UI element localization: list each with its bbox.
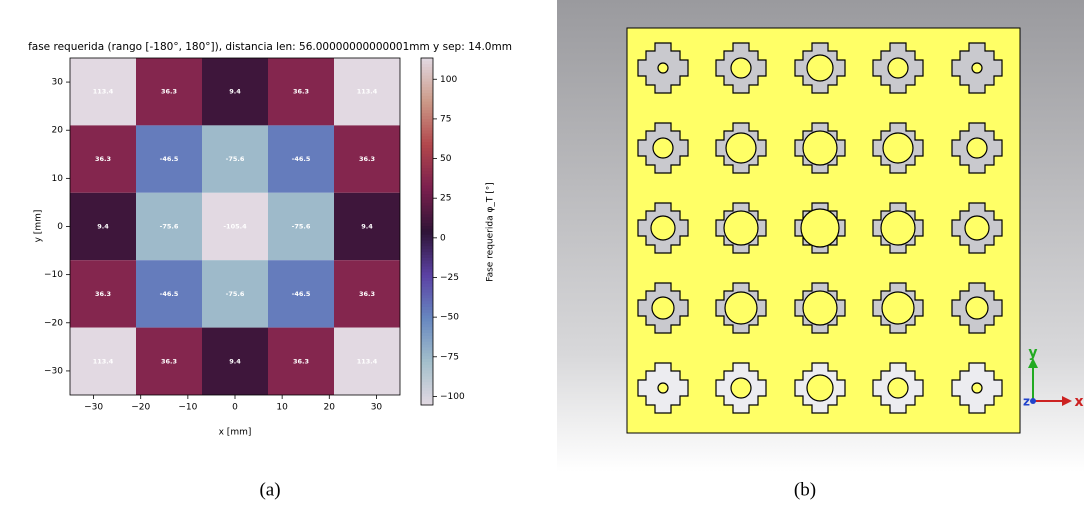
cell-label: -105.4 (223, 223, 247, 231)
z-axis-name: z (1023, 395, 1030, 409)
y-tick-label: −30 (44, 366, 63, 376)
chart-title: fase requerida (rango [-180°, 180°]), di… (28, 41, 512, 53)
aperture (803, 291, 837, 325)
y-tick-label: 20 (52, 126, 64, 136)
cell-label: -46.5 (160, 155, 179, 163)
colorbar-tick-label: 0 (440, 233, 446, 243)
colorbar-tick-label: −25 (440, 273, 459, 283)
cell-label: 113.4 (93, 88, 114, 96)
colorbar-tick-label: 75 (440, 114, 451, 124)
aperture (807, 55, 833, 81)
x-tick-label: 20 (324, 403, 336, 413)
cell-label: -46.5 (292, 155, 311, 163)
colorbar-tick-label: −50 (440, 313, 459, 323)
aperture (724, 211, 758, 245)
cell-label: 9.4 (97, 223, 109, 231)
cell-label: 9.4 (229, 357, 241, 365)
aperture (801, 209, 839, 247)
aperture (803, 131, 837, 165)
aperture (658, 63, 668, 73)
cell-label: 36.3 (161, 88, 177, 96)
colorbar-tick-label: 25 (440, 194, 451, 204)
aperture (651, 216, 675, 240)
cell-label: 9.4 (361, 223, 373, 231)
x-axis-name: x (1074, 394, 1083, 410)
y-tick-label: −20 (44, 318, 63, 328)
cell-label: -75.6 (226, 155, 245, 163)
colorbar-tick-label: −100 (440, 392, 465, 402)
y-axis-name: y (1028, 345, 1037, 361)
aperture (965, 216, 989, 240)
x-tick-label: −10 (178, 403, 197, 413)
cell-label: 113.4 (93, 357, 114, 365)
caption: (b) (794, 479, 816, 500)
aperture (725, 292, 757, 324)
aperture (967, 138, 987, 158)
x-tick-label: 10 (276, 403, 288, 413)
cell-label: 36.3 (293, 357, 309, 365)
aperture (888, 58, 908, 78)
aperture (807, 375, 833, 401)
cell-label: -75.6 (160, 223, 179, 231)
x-tick-label: −20 (131, 403, 150, 413)
cell-label: -75.6 (292, 223, 311, 231)
colorbar-tick-label: −75 (440, 352, 459, 362)
aperture (883, 133, 913, 163)
y-tick-label: 10 (52, 174, 64, 184)
aperture (972, 63, 982, 73)
cad-view (557, 0, 1084, 472)
x-tick-label: 30 (371, 403, 383, 413)
aperture (972, 383, 982, 393)
aperture (731, 58, 751, 78)
x-tick-label: −30 (84, 403, 103, 413)
aperture (966, 297, 988, 319)
cell-label: 9.4 (229, 88, 241, 96)
colorbar-label: Fase requerida φ_T [°] (486, 182, 496, 282)
colorbar-tick-label: 50 (440, 154, 452, 164)
aperture (731, 378, 751, 398)
aperture (881, 211, 915, 245)
aperture (653, 138, 673, 158)
aperture (726, 133, 756, 163)
aperture (652, 297, 674, 319)
y-tick-label: 0 (57, 222, 63, 232)
caption: (a) (259, 479, 280, 500)
y-tick-label: −10 (44, 270, 63, 280)
cell-label: -75.6 (226, 290, 245, 298)
z-arrow (1030, 398, 1036, 404)
cell-label: 36.3 (359, 290, 375, 298)
cell-label: -46.5 (292, 290, 311, 298)
cell-label: 36.3 (359, 155, 375, 163)
colorbar-tick-label: 100 (440, 75, 457, 85)
aperture (658, 383, 668, 393)
aperture (882, 292, 914, 324)
aperture (888, 378, 908, 398)
y-axis-label: y [mm] (34, 210, 44, 243)
x-axis-label: x [mm] (219, 428, 252, 438)
cell-label: 36.3 (95, 290, 111, 298)
figure: fase requerida (rango [-180°, 180°]), di… (0, 0, 1084, 506)
y-tick-label: 30 (52, 78, 64, 88)
x-tick-label: 0 (232, 403, 238, 413)
cell-label: 36.3 (293, 88, 309, 96)
cell-label: -46.5 (160, 290, 179, 298)
cell-label: 36.3 (161, 357, 177, 365)
cell-label: 113.4 (357, 88, 378, 96)
cell-label: 36.3 (95, 155, 111, 163)
cell-label: 113.4 (357, 357, 378, 365)
